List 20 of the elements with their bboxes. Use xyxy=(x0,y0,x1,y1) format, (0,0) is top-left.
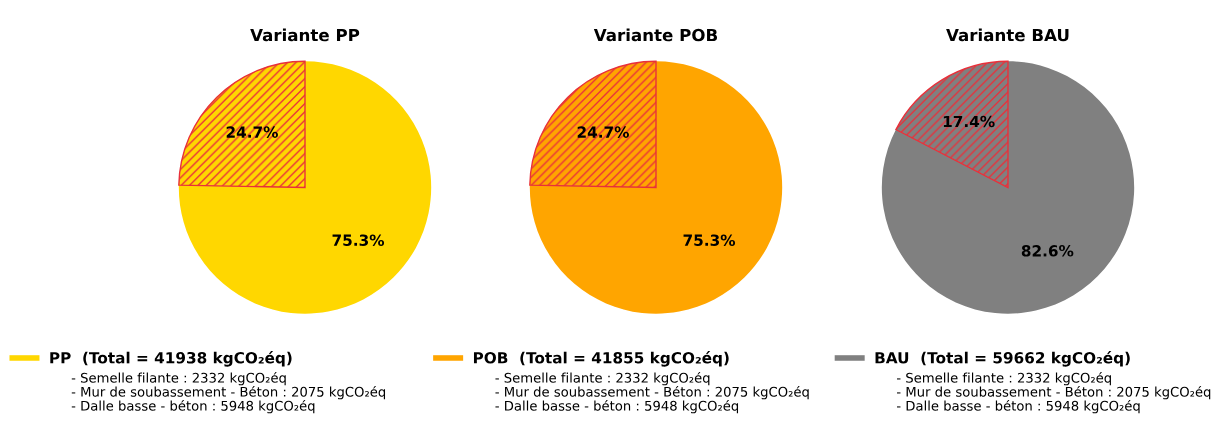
legend-label: PP (Total = 41938 kgCO₂éq) xyxy=(50,351,292,367)
data-label: 75.3% xyxy=(332,234,385,246)
legend-label: POB (Total = 41855 kgCO₂éq) xyxy=(473,351,729,367)
text: - Semelle filante : 2332 kgCO₂éq xyxy=(897,372,1111,386)
data-label: 24.7% xyxy=(226,126,278,138)
legend-label: BAU (Total = 59662 kgCO₂éq) xyxy=(875,351,1130,367)
chart-title: Variante BAU xyxy=(946,28,1069,42)
text: - Semelle filante : 2332 kgCO₂éq xyxy=(71,372,286,386)
text: - Mur de soubassement - Béton : 2075 kgCO₂éq xyxy=(495,386,809,400)
text: - Semelle filante : 2332 kgCO₂éq xyxy=(495,372,710,386)
data-label: 82.6% xyxy=(1021,245,1074,257)
chart-title: Variante POB xyxy=(593,28,718,42)
data-label: 24.7% xyxy=(577,126,629,138)
text: - Dalle basse - béton : 5948 kgCO₂éq xyxy=(71,400,315,414)
text: - Mur de soubassement - Béton : 2075 kgCO₂éq xyxy=(897,386,1211,400)
chart-title: Variante PP xyxy=(250,28,360,42)
text: - Dalle basse - béton : 5948 kgCO₂éq xyxy=(495,400,739,414)
text: - Mur de soubassement - Béton : 2075 kgCO₂éq xyxy=(71,386,386,400)
text: - Dalle basse - béton : 5948 kgCO₂éq xyxy=(897,400,1140,414)
data-label: 75.3% xyxy=(683,234,736,246)
